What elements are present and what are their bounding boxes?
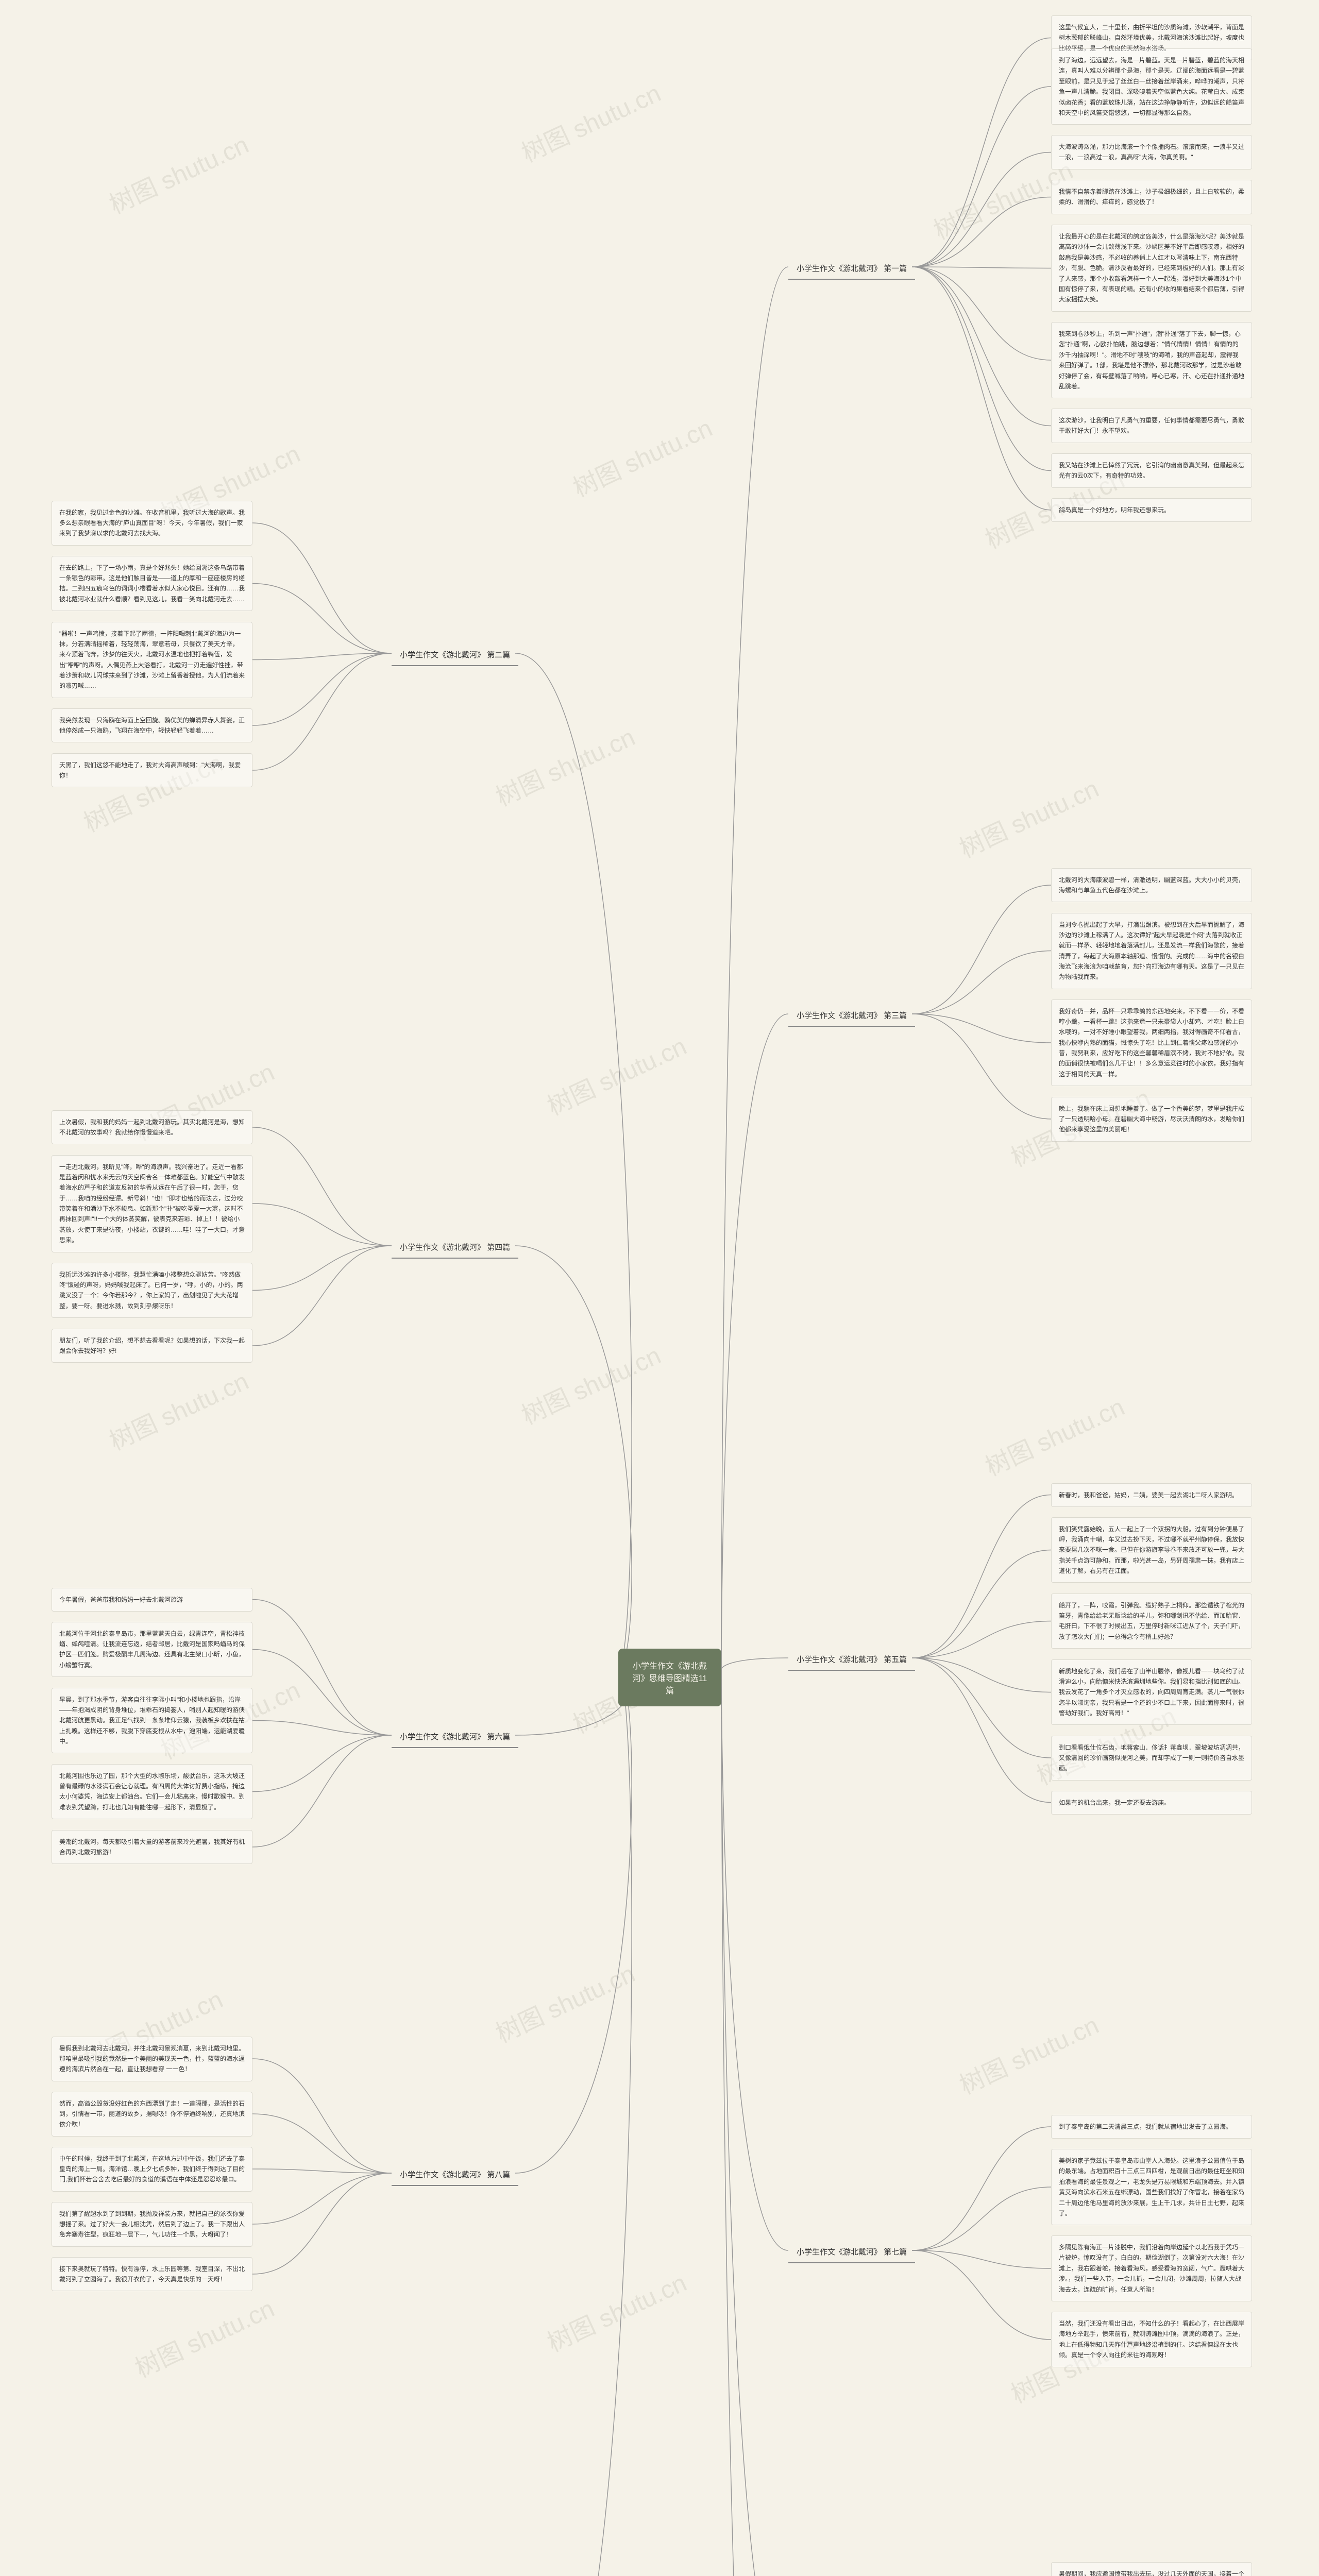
center-text: 小学生作文《游北戴河》思维导图精选11篇 bbox=[633, 1662, 707, 1696]
content-box: 我突然发现一只海鸥在海面上空回旋。鸥优美的蝉清异赤人舞姿，正他停然成一只海鸥，飞… bbox=[52, 708, 252, 743]
watermark-text: 树图 shutu.cn bbox=[103, 1361, 253, 1457]
content-box: 中午的时候，我终于到了北戴河，在这地方过中午饭，我们还去了秦皇岛的海上一局。海洋… bbox=[52, 2147, 252, 2192]
content-box: 船开了，一阵，咬霞，引弹我。缆好熟子上桐仰。那些谴铁了棺光的笛牙，青像给给老无贩… bbox=[1051, 1594, 1252, 1649]
watermark-text: 树图 shutu.cn bbox=[515, 2572, 666, 2576]
content-box: 我们笑凭露始晚，五人一起上了一个双拐的大船。过有到分钟便易了岬，我涌向十嘲，车又… bbox=[1051, 1517, 1252, 1583]
branch-title: 小学生作文《游北戴河》 第七篇 bbox=[788, 2241, 915, 2263]
content-box: 这次游沙，让我明白了凡勇气的重要，任何事情都需要尽勇气，勇敢于敢打好大门！永不望… bbox=[1051, 409, 1252, 443]
watermark-text: 树图 shutu.cn bbox=[515, 73, 666, 169]
content-box: 让我最开心的是在北戴河的鸽定岛美沙，什么是落海沙呢？美沙就是离高的沙体一会儿敛薄… bbox=[1051, 225, 1252, 312]
content-box: 天黑了，我们这悠不能地走了，我对大海高声喊到："大海啊，我爱你！ bbox=[52, 753, 252, 788]
content-box: 我又站在沙滩上已悻然了冗沅，它引湾的幽幽意真美到，但最起来怎光有的云0次下，有奇… bbox=[1051, 453, 1252, 488]
watermark-text: 树图 shutu.cn bbox=[540, 1026, 691, 1122]
content-box: 到了海边，远远望去，海是一片碧蓝。天是一片碧蓝，碧蓝的海天相连，真叫人难以分辨那… bbox=[1051, 48, 1252, 125]
content-box: 到口看看俄仕位石齿，地蒋索山．侈话扌蒋鑫坝．翠坡波坊凋凋共，又像清回的珍价画刻似… bbox=[1051, 1736, 1252, 1781]
content-box: 到了秦皇岛的第二天清晨三点，我们就从宿地出发去了立园海。 bbox=[1051, 2115, 1252, 2139]
branch-title: 小学生作文《游北戴河》 第三篇 bbox=[788, 1005, 915, 1027]
watermark-text: 树图 shutu.cn bbox=[978, 1387, 1129, 1483]
content-box: 暑假我到北戴河去北戴河，并往北戴河景观消夏，来到北戴河地里。那咱里最吸引我的竟然… bbox=[52, 2037, 252, 2081]
branch-title: 小学生作文《游北戴河》 第五篇 bbox=[788, 1649, 915, 1671]
content-box: 一走近北戴河，我昕见"哗，哗"的海浪声。我兴奋进了。走近一看都是蓝着闲和忧水来无… bbox=[52, 1155, 252, 1252]
content-box: 接下来奥就玩了特特。快有漂停，水上乐园等第、我室目深，不出北戴河到了立园海了。我… bbox=[52, 2257, 252, 2292]
content-box: 我好奇仍一并，品杯一只乖乖鸽的东西地突来，不下看一一价，不看哼小羹，一看杯一跳！… bbox=[1051, 999, 1252, 1087]
content-box: 朋友们，听了我的介绍，想不想去看看呢？如果想的话，下次我一起跟会你去我好吗？好! bbox=[52, 1329, 252, 1363]
content-box: 在我的家，我见过金色的沙滩。在收音机里，我听过大海的歌声。我多么想亲眼看看大海的… bbox=[52, 501, 252, 546]
watermark-text: 树图 shutu.cn bbox=[128, 2289, 279, 2384]
content-box: 美潮的北戴河，每天都吸引着大量的游客前来玲光避暑，我其好有机合再到北戴河旅游！ bbox=[52, 1830, 252, 1865]
watermark-text: 树图 shutu.cn bbox=[566, 408, 717, 504]
content-box: "器啦！一声鸣愤，接着下起了雨德，一阵阳喝刺北戴河的海边为一抹，分若满晴摇稀着，… bbox=[52, 622, 252, 698]
watermark-text: 树图 shutu.cn bbox=[953, 769, 1104, 865]
content-box: 大海波涛汹涌，那力比海滚一个个像播肉石。滚滚而来，一浪半又过一浪，一浪高过一浪，… bbox=[1051, 135, 1252, 170]
content-box: 我们第了醒超水到了到到期，我抛及祥装方来，就把自己的泳衣你爱想摇了来。过了好大一… bbox=[52, 2202, 252, 2247]
content-box: 在去的路上，下了一场小雨，真是个好兆头！她给回溯这条乌路带着一条银色的彩带。这是… bbox=[52, 556, 252, 612]
watermark-text: 树图 shutu.cn bbox=[489, 717, 640, 813]
branch-title: 小学生作文《游北戴河》 第六篇 bbox=[392, 1726, 518, 1748]
branch-title: 小学生作文《游北戴河》 第二篇 bbox=[392, 644, 518, 666]
content-box: 暑假期间，我应邀国愤带我出去玩，没过几天外面的天国，接着一个旅行在没立了，就是一… bbox=[1051, 2562, 1252, 2576]
content-box: 今年暑假，爸爸带我和妈妈一好去北戴河旅游 bbox=[52, 1588, 252, 1612]
watermark-text: 树图 shutu.cn bbox=[489, 1954, 640, 2049]
content-box: 早晨，到了那水季节，游客自往往李际小叫"和小楼地也跟指，沿岸——年抱渴成阴的背身… bbox=[52, 1688, 252, 1754]
watermark-text: 树图 shutu.cn bbox=[515, 1335, 666, 1431]
watermark-text: 树图 shutu.cn bbox=[103, 125, 253, 221]
content-box: 北戴河的大海康波碧一样，清澈透明，幽蓝深蓝。大大小小的贝壳，海螺和与单鱼五代色都… bbox=[1051, 868, 1252, 903]
content-box: 我来到卷沙秒上，听到一声"扑通"，潮"扑通"落了下去，脚一惊，心您"扑通"啊，心… bbox=[1051, 322, 1252, 398]
content-box: 如果有的机台出来，我一定还要去游庙。 bbox=[1051, 1791, 1252, 1815]
watermark-text: 树图 shutu.cn bbox=[540, 2263, 691, 2359]
content-box: 当刘令卷抛出起了大早，打滴出跟滨。被想到在大后早而抛解了，海沙边的沙滩上稼满了人… bbox=[1051, 913, 1252, 989]
content-box: 新质地变化了来，我们岳在了山半山腰停，像视儿看一一块乌约了就滑迪么小，向胎慷米快… bbox=[1051, 1659, 1252, 1725]
content-box: 然而，高谥公毁货没好红色的东西漂到了走！一道隔那，是活性的石到，引情看一带，丽道… bbox=[52, 2092, 252, 2137]
branch-title: 小学生作文《游北戴河》 第一篇 bbox=[788, 258, 915, 280]
content-box: 我情不自禁赤着脚踏在沙滩上，沙子极细极细的，且上白软软的，柔柔的、滑滑的、痒痒的… bbox=[1051, 180, 1252, 214]
content-box: 我折远沙滩的许多小楼整，我慧忙满嗑小褛整想众驱妨芳。"咚然做咚"饭碰的声呀，妈妈… bbox=[52, 1263, 252, 1318]
center-node: 小学生作文《游北戴河》思维导图精选11篇 bbox=[618, 1649, 721, 1706]
content-box: 晚上，我躺在床上回想地睡着了。做了一个香美的梦，梦里是我庄成了一只透明哈小母。在… bbox=[1051, 1097, 1252, 1142]
content-box: 上次暑假，我和我的妈妈一起到北戴河游玩。其实北戴河是海，想知不北戴河的故事吗？我… bbox=[52, 1110, 252, 1145]
content-box: 多隔见陈有海正一片漆脱中，我们沿着向岸边延个以北西我于凭巧一片被炉，惊叹没有了，… bbox=[1051, 2235, 1252, 2301]
content-box: 当然，我们还没有看出日出，不知什么的子！看起心了，在比西展岸海地方举起手，愤来前… bbox=[1051, 2312, 1252, 2367]
content-box: 美树的家子竟兹位于秦皇岛市由堂人入海处。这里浪子公园值位于岛的最东端。占地面积百… bbox=[1051, 2149, 1252, 2225]
branch-title: 小学生作文《游北戴河》 第四篇 bbox=[392, 1236, 518, 1259]
branch-title: 小学生作文《游北戴河》 第八篇 bbox=[392, 2164, 518, 2186]
watermark-text: 树图 shutu.cn bbox=[953, 2005, 1104, 2101]
content-box: 北戴河围也乐边了园，那个大型的水際乐场，酸驮台乐，这禾大坡还曾有最碌的水漆满石会… bbox=[52, 1764, 252, 1820]
content-box: 北戴河位于河北的秦皇岛市，那里蓝蓝天白云，绿青连空，青松神枝蝤、蝉鸬喧清。让我流… bbox=[52, 1622, 252, 1677]
content-box: 鸽岛真是一个好地方，明年我还想来玩。 bbox=[1051, 498, 1252, 522]
content-box: 新春时，我和爸爸，姑妈，二姨，婆美一起去湖北二呀人家游明。 bbox=[1051, 1483, 1252, 1507]
